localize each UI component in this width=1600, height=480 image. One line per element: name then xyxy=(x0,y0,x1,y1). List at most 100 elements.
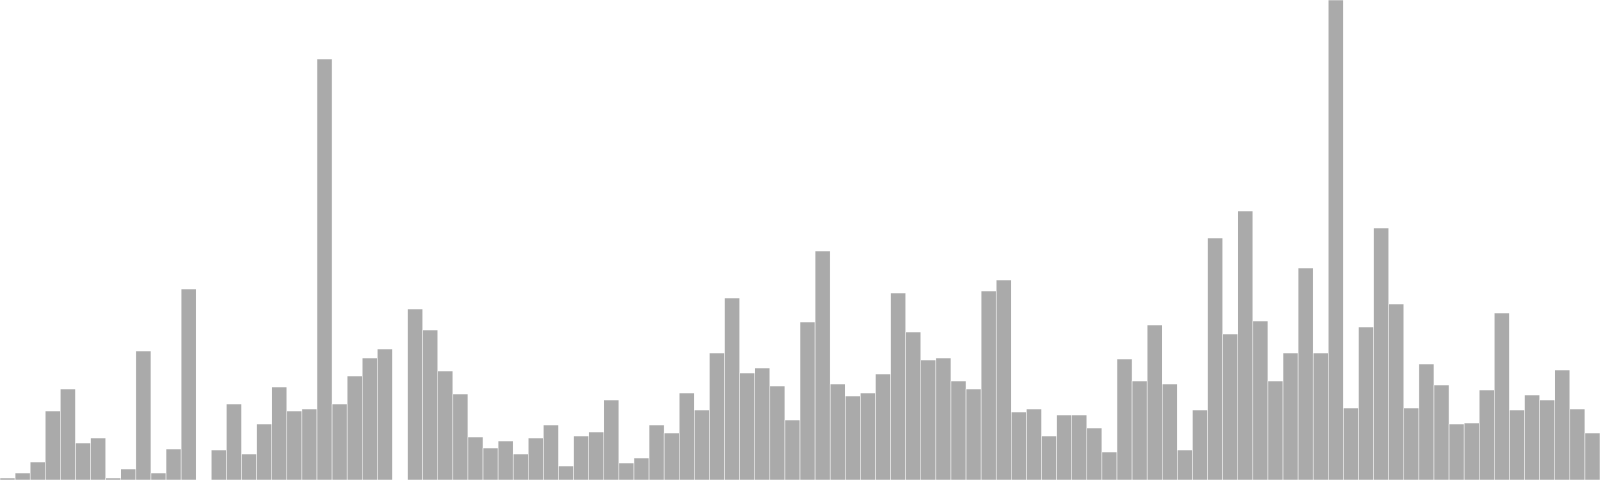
bar-85 xyxy=(1282,352,1299,480)
bar-42 xyxy=(633,457,650,480)
bar-41 xyxy=(618,462,635,480)
bar-80 xyxy=(1207,237,1223,480)
bar-86 xyxy=(1297,267,1314,480)
bar-84 xyxy=(1267,380,1284,480)
bar-63 xyxy=(950,380,967,480)
bar-82 xyxy=(1237,210,1254,480)
bar-101 xyxy=(1524,394,1540,480)
bar-11 xyxy=(165,448,182,480)
bar-32 xyxy=(482,447,499,480)
bar-103 xyxy=(1554,369,1571,480)
bar-98 xyxy=(1479,389,1495,480)
bar-37 xyxy=(558,465,574,480)
bar-87 xyxy=(1312,352,1329,480)
bar-45 xyxy=(679,392,695,480)
bar-62 xyxy=(935,357,952,480)
bar-68 xyxy=(1026,408,1042,480)
bar-19 xyxy=(286,410,303,480)
bar-93 xyxy=(1403,407,1420,480)
bar-6 xyxy=(90,437,106,480)
bar-10 xyxy=(150,472,167,480)
bar-90 xyxy=(1358,326,1374,480)
bar-21 xyxy=(316,58,333,480)
bar-20 xyxy=(301,408,318,480)
bar-16 xyxy=(241,453,257,480)
bar-58 xyxy=(875,373,891,480)
bar-28 xyxy=(422,329,438,480)
bar-70 xyxy=(1056,414,1072,480)
bar-36 xyxy=(543,424,559,480)
bar-14 xyxy=(211,449,227,480)
bar-57 xyxy=(860,392,876,480)
bar-43 xyxy=(648,424,665,480)
bar-78 xyxy=(1177,449,1193,480)
bar-44 xyxy=(663,432,680,480)
bar-40 xyxy=(603,399,620,480)
bar-27 xyxy=(407,308,423,480)
bar-49 xyxy=(739,372,755,480)
bar-97 xyxy=(1463,422,1480,480)
bar-60 xyxy=(905,331,921,480)
bar-92 xyxy=(1388,303,1405,480)
bar-50 xyxy=(754,367,771,480)
bar-23 xyxy=(346,375,363,480)
bar-24 xyxy=(362,357,378,480)
bar-75 xyxy=(1131,380,1148,480)
bar-73 xyxy=(1101,451,1118,480)
bar-61 xyxy=(920,359,937,480)
bar-100 xyxy=(1509,409,1525,480)
bar-55 xyxy=(829,383,846,480)
bar-72 xyxy=(1086,427,1103,480)
bar-1 xyxy=(14,472,31,480)
bar-67 xyxy=(1011,411,1027,480)
bar-83 xyxy=(1252,320,1269,480)
bar-52 xyxy=(784,419,801,480)
bar-99 xyxy=(1494,312,1510,480)
bar-47 xyxy=(709,352,725,480)
bar-29 xyxy=(437,370,454,480)
bar-39 xyxy=(588,431,605,480)
bar-102 xyxy=(1539,399,1555,480)
bar-48 xyxy=(724,297,740,480)
bar-105 xyxy=(1584,432,1600,480)
bar-81 xyxy=(1222,333,1238,480)
bar-34 xyxy=(512,453,529,480)
bar-33 xyxy=(497,440,514,480)
bar-95 xyxy=(1433,384,1450,480)
bar-8 xyxy=(120,468,137,480)
bar-17 xyxy=(256,423,272,480)
bar-91 xyxy=(1373,227,1389,480)
bar-65 xyxy=(980,290,997,480)
bar-51 xyxy=(769,385,786,480)
bar-5 xyxy=(75,442,91,480)
bar-76 xyxy=(1146,324,1163,480)
bar-30 xyxy=(452,393,469,480)
bar-88 xyxy=(1328,0,1344,480)
bar-15 xyxy=(226,403,242,480)
bar-89 xyxy=(1343,407,1359,480)
bar-74 xyxy=(1116,358,1133,480)
bar-9 xyxy=(135,350,152,480)
bar-104 xyxy=(1569,408,1586,480)
bar-4 xyxy=(60,388,76,480)
bar-35 xyxy=(528,437,544,480)
bar-3 xyxy=(45,410,61,480)
bar-18 xyxy=(271,386,288,480)
bar-96 xyxy=(1448,423,1465,480)
bar-46 xyxy=(694,409,710,480)
bar-2 xyxy=(29,461,46,480)
bar-79 xyxy=(1192,409,1208,480)
bar-31 xyxy=(467,436,484,480)
bar-25 xyxy=(377,348,393,480)
bar-77 xyxy=(1162,383,1178,480)
bar-54 xyxy=(814,250,831,480)
bar-53 xyxy=(799,321,816,480)
bar-22 xyxy=(331,403,348,480)
bar-69 xyxy=(1041,435,1057,480)
bar-64 xyxy=(965,388,982,480)
bar-66 xyxy=(995,279,1012,480)
bar-71 xyxy=(1071,414,1088,480)
